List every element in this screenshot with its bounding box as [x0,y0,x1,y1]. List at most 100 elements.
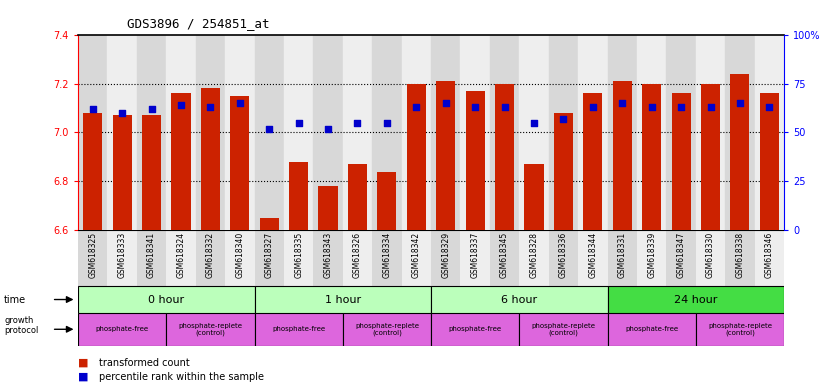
Bar [172,93,190,230]
Bar [431,286,608,313]
Bar [608,313,696,346]
Point [557,116,570,122]
Point [116,110,129,116]
Bar [519,230,548,286]
Bar [137,35,166,230]
Bar [701,84,720,230]
Text: GSM618336: GSM618336 [559,232,568,278]
Text: GSM618345: GSM618345 [500,232,509,278]
Bar [289,162,308,230]
Point [86,106,99,112]
Bar [461,230,490,286]
Text: GSM618327: GSM618327 [264,232,273,278]
Point [380,120,393,126]
Bar [642,84,661,230]
Text: phosphate-free: phosphate-free [272,326,325,332]
Point [763,104,776,110]
Point [439,100,452,106]
Bar [378,172,397,230]
Bar [255,286,431,313]
Point [498,104,511,110]
Bar [495,84,514,230]
Bar [348,164,367,230]
Point [174,102,187,108]
Bar [401,35,431,230]
Bar [696,230,725,286]
Text: 24 hour: 24 hour [674,295,718,305]
Text: percentile rank within the sample: percentile rank within the sample [99,372,264,382]
Text: GSM618335: GSM618335 [294,232,303,278]
Text: phosphate-replete
(control): phosphate-replete (control) [178,323,242,336]
Point [469,104,482,110]
Bar [259,218,279,230]
Bar [195,230,225,286]
Text: GSM618328: GSM618328 [530,232,539,278]
Bar [406,84,426,230]
Bar [166,35,195,230]
Bar [461,35,490,230]
Bar [667,230,695,286]
Point [733,100,746,106]
Text: 6 hour: 6 hour [501,295,538,305]
Bar [578,230,608,286]
Point [645,104,658,110]
Bar [78,313,166,346]
Text: phosphate-free: phosphate-free [448,326,502,332]
Bar [490,35,519,230]
Bar [195,35,225,230]
Bar [314,230,343,286]
Bar [78,35,108,230]
Bar [490,230,519,286]
Point [204,104,217,110]
Point [704,104,717,110]
Text: phosphate-replete
(control): phosphate-replete (control) [708,323,772,336]
Text: ■: ■ [78,358,89,368]
Bar [314,35,343,230]
Text: phosphate-replete
(control): phosphate-replete (control) [355,323,419,336]
Bar [431,230,461,286]
Bar [725,230,754,286]
Text: 1 hour: 1 hour [324,295,361,305]
Text: 0 hour: 0 hour [148,295,185,305]
Text: growth
protocol: growth protocol [4,316,39,335]
Bar [725,35,754,230]
Bar [525,164,544,230]
Bar [255,230,284,286]
Point [616,100,629,106]
Bar [466,91,484,230]
Text: GSM618341: GSM618341 [147,232,156,278]
Bar [672,93,690,230]
Bar [583,93,603,230]
Point [292,120,305,126]
Bar [343,35,372,230]
Bar [436,81,456,230]
Text: GSM618337: GSM618337 [470,232,479,278]
Bar [201,88,220,230]
Bar [667,35,695,230]
Bar [255,313,343,346]
Bar [142,115,161,230]
Text: transformed count: transformed count [99,358,190,368]
Point [145,106,158,112]
Bar [343,313,431,346]
Bar [372,230,401,286]
Bar [578,35,608,230]
Text: GSM618333: GSM618333 [117,232,126,278]
Text: GSM618343: GSM618343 [323,232,333,278]
Bar [108,35,137,230]
Bar [731,74,750,230]
Bar [319,186,337,230]
Text: time: time [4,295,26,305]
Bar [78,230,108,286]
Point [322,126,335,132]
Text: phosphate-free: phosphate-free [95,326,149,332]
Bar [519,313,608,346]
Point [351,120,364,126]
Bar [225,35,255,230]
Bar [608,286,784,313]
Text: GSM618347: GSM618347 [677,232,686,278]
Bar [637,35,667,230]
Bar [696,35,725,230]
Text: GSM618326: GSM618326 [353,232,362,278]
Point [675,104,688,110]
